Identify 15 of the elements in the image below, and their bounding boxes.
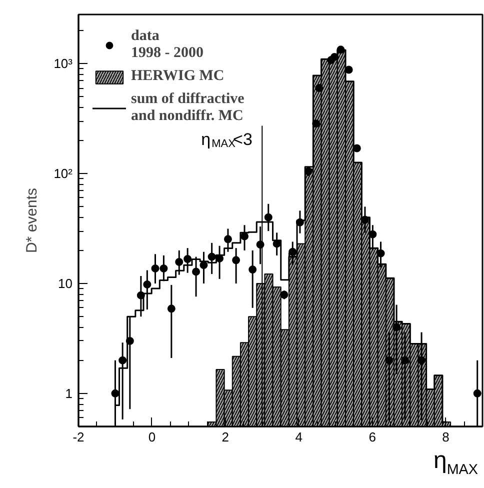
x-tick-label: 6 <box>368 430 376 444</box>
legend-label: data 1998 - 2000 <box>131 28 204 62</box>
y-tick-label: 10 <box>58 276 73 291</box>
y-axis-title: D* events <box>24 188 41 254</box>
legend-label: HERWIG MC <box>131 68 224 85</box>
x-tick-label: 0 <box>148 430 156 444</box>
x-axis-title: η$_{MAX}$ <box>433 446 478 480</box>
x-tick-label: -2 <box>72 430 84 444</box>
y-tick-label: 1 <box>65 386 73 401</box>
y-tick-label: 10² <box>54 166 74 182</box>
x-tick-label: 2 <box>222 430 230 444</box>
y-tick-label: 10³ <box>54 56 74 72</box>
x-tick-label: 4 <box>295 430 302 444</box>
legend-label: sum of diffractive and nondiffr. MC <box>131 91 244 125</box>
x-tick-label: 8 <box>442 430 450 444</box>
